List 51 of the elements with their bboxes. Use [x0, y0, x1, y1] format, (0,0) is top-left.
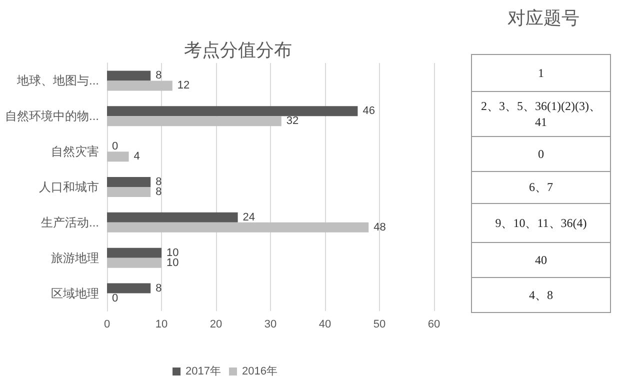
- y-tick-label: 自然环境中的物...: [4, 109, 99, 124]
- x-tick-label: 20: [210, 318, 222, 330]
- data-label: 8: [156, 186, 162, 198]
- x-tick-label: 30: [264, 318, 277, 330]
- data-label: 0: [112, 292, 118, 304]
- bar: [107, 258, 162, 268]
- bar: [107, 212, 238, 222]
- x-tick-label: 10: [155, 318, 168, 330]
- text: 1: [472, 54, 610, 92]
- text: 2、3、5、36(1)(2)(3)、41: [472, 92, 610, 136]
- y-tick-label: 地球、地图与...: [16, 74, 99, 88]
- legend-label: 2017年: [186, 366, 222, 378]
- x-tick-label: 0: [104, 318, 110, 330]
- chart-title: 考点分值分布: [184, 40, 292, 60]
- text: 6、7: [472, 172, 610, 204]
- bar: [107, 177, 151, 187]
- bar: [107, 248, 162, 258]
- y-tick-label: 旅游地理: [51, 250, 99, 265]
- y-tick-label: 人口和城市: [39, 180, 99, 194]
- bar: [107, 70, 151, 81]
- data-label: 48: [374, 221, 386, 234]
- data-label: 10: [166, 246, 179, 259]
- y-tick-label: 自然灾害: [51, 144, 99, 159]
- bar: [107, 116, 282, 126]
- bar: [107, 222, 369, 232]
- data-label: 12: [177, 80, 190, 92]
- data-label: 24: [242, 211, 256, 224]
- y-tick-label: 区域地理: [51, 286, 99, 300]
- x-tick-label: 60: [428, 318, 440, 330]
- bar: [107, 187, 151, 197]
- text: 0: [472, 136, 610, 172]
- data-label: 8: [156, 176, 162, 188]
- data-label: 0: [112, 140, 118, 153]
- data-label: 4: [134, 150, 140, 163]
- x-tick-label: 40: [318, 318, 332, 330]
- y-tick-label: 生产活动...: [40, 215, 99, 230]
- bar: [107, 152, 129, 162]
- data-label: 32: [286, 115, 299, 128]
- x-tick-label: 50: [373, 318, 386, 330]
- text: 对应题号: [506, 7, 580, 30]
- legend-label: 2016年: [242, 366, 278, 378]
- data-label: 8: [156, 282, 162, 294]
- data-label: 8: [156, 70, 162, 82]
- text: 9、10、11、36(4): [472, 204, 610, 242]
- text: 4、8: [472, 278, 610, 312]
- data-label: 10: [166, 256, 179, 269]
- text: 40: [472, 242, 610, 278]
- data-label: 46: [362, 105, 375, 118]
- bar: [107, 80, 172, 91]
- bar: [107, 106, 358, 116]
- bar: [107, 283, 151, 294]
